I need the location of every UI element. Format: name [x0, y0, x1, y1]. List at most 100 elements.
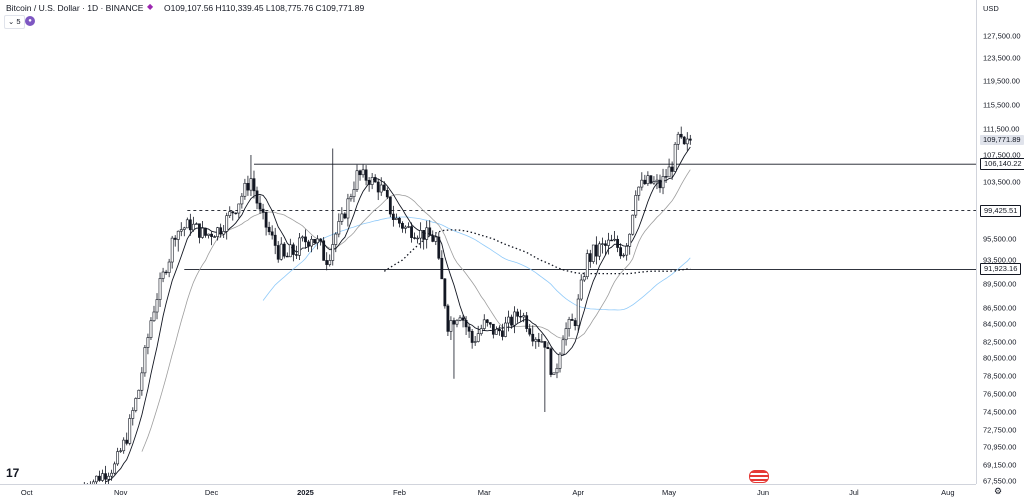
candle-body[interactable] — [376, 181, 380, 193]
candle-body[interactable] — [170, 237, 174, 263]
candle-body[interactable] — [307, 241, 310, 247]
candle-body[interactable] — [419, 230, 423, 239]
candle-body[interactable] — [585, 253, 589, 277]
candle-body[interactable] — [325, 260, 329, 265]
candle-body[interactable] — [473, 341, 477, 343]
candle-body[interactable] — [231, 211, 235, 214]
candle-body[interactable] — [470, 330, 474, 343]
candle-body[interactable] — [443, 278, 447, 307]
candle-body[interactable] — [488, 322, 492, 325]
time-axis[interactable]: Oct Nov Dec 2025 Feb Mar Apr May Jun Jul Aug — [0, 484, 976, 499]
candle-body[interactable] — [240, 195, 244, 205]
candle-body[interactable] — [534, 339, 538, 342]
tradingview-logo-icon[interactable]: 17 — [6, 466, 20, 480]
candle-body[interactable] — [588, 253, 592, 262]
candle-body[interactable] — [346, 198, 350, 219]
candle-body[interactable] — [131, 410, 135, 419]
candle-body[interactable] — [328, 260, 332, 265]
candle-body[interactable] — [279, 243, 283, 260]
candle-body[interactable] — [407, 226, 410, 228]
candle-body[interactable] — [122, 439, 126, 452]
indicators-toggle-button[interactable]: ⌄ 5 — [4, 15, 25, 29]
candle-body[interactable] — [201, 227, 204, 238]
candle-body[interactable] — [522, 315, 526, 318]
candle-body[interactable] — [128, 418, 132, 444]
candle-body[interactable] — [579, 279, 583, 300]
candle-body[interactable] — [394, 217, 398, 220]
candle-body[interactable] — [319, 238, 323, 242]
candle-body[interactable] — [425, 227, 429, 240]
candle-body[interactable] — [152, 311, 156, 322]
candle-body[interactable] — [516, 311, 519, 317]
candle-body[interactable] — [119, 450, 123, 452]
candle-body[interactable] — [391, 213, 395, 220]
candle-body[interactable] — [570, 319, 574, 321]
candle-body[interactable] — [428, 227, 432, 236]
candle-body[interactable] — [531, 333, 535, 342]
candle-body[interactable] — [431, 235, 435, 242]
candle-body[interactable] — [291, 244, 295, 255]
candle-body[interactable] — [310, 238, 313, 247]
candle-body[interactable] — [149, 320, 153, 338]
candle-body[interactable] — [491, 323, 495, 335]
chart-area[interactable] — [0, 0, 976, 484]
candle-body[interactable] — [664, 176, 668, 178]
candle-body[interactable] — [679, 133, 683, 138]
candle-body[interactable] — [261, 208, 265, 213]
candle-body[interactable] — [195, 223, 198, 225]
candle-body[interactable] — [331, 244, 335, 261]
candle-body[interactable] — [616, 238, 619, 248]
candle-body[interactable] — [370, 177, 374, 185]
candle-body[interactable] — [294, 254, 298, 256]
candle-body[interactable] — [216, 227, 220, 237]
candle-body[interactable] — [373, 177, 377, 183]
candle-body[interactable] — [140, 372, 144, 391]
candle-body[interactable] — [646, 175, 650, 185]
candle-body[interactable] — [625, 246, 629, 256]
candle-body[interactable] — [613, 238, 616, 241]
candle-body[interactable] — [561, 339, 565, 355]
candle-body[interactable] — [255, 190, 259, 204]
candle-body[interactable] — [191, 223, 195, 231]
candle-body[interactable] — [552, 372, 556, 375]
candle-body[interactable] — [367, 180, 371, 185]
candle-body[interactable] — [564, 328, 568, 341]
candle-body[interactable] — [252, 178, 256, 192]
candle-body[interactable] — [507, 316, 510, 324]
candle-body[interactable] — [549, 348, 553, 375]
candle-body[interactable] — [352, 189, 356, 198]
candle-body[interactable] — [173, 237, 177, 240]
candle-body[interactable] — [628, 233, 632, 247]
candle-body[interactable] — [597, 243, 601, 257]
candle-body[interactable] — [273, 234, 277, 246]
candle-body[interactable] — [658, 179, 662, 189]
candle-body[interactable] — [267, 226, 271, 233]
candle-body[interactable] — [543, 341, 547, 348]
candle-body[interactable] — [404, 226, 407, 229]
candle-body[interactable] — [237, 203, 241, 214]
candle-body[interactable] — [213, 236, 216, 238]
candle-body[interactable] — [301, 236, 304, 239]
candle-body[interactable] — [361, 169, 365, 176]
candle-body[interactable] — [134, 398, 138, 411]
candle-body[interactable] — [464, 320, 468, 328]
candle-body[interactable] — [591, 244, 595, 262]
candle-body[interactable] — [313, 238, 316, 244]
candle-body[interactable] — [688, 138, 692, 141]
candle-body[interactable] — [410, 226, 413, 238]
candle-body[interactable] — [234, 212, 238, 215]
candle-body[interactable] — [258, 202, 262, 210]
candle-body[interactable] — [107, 475, 110, 480]
candle-body[interactable] — [288, 244, 292, 258]
candle-body[interactable] — [510, 316, 513, 326]
candle-body[interactable] — [125, 439, 129, 444]
candle-body[interactable] — [643, 179, 647, 185]
candle-body[interactable] — [631, 214, 635, 235]
candle-body[interactable] — [398, 217, 401, 224]
candle-body[interactable] — [207, 233, 210, 236]
candle-body[interactable] — [455, 320, 459, 325]
candle-body[interactable] — [285, 255, 289, 258]
candle-body[interactable] — [413, 237, 416, 239]
candle-body[interactable] — [225, 215, 229, 232]
candle-body[interactable] — [137, 389, 141, 399]
